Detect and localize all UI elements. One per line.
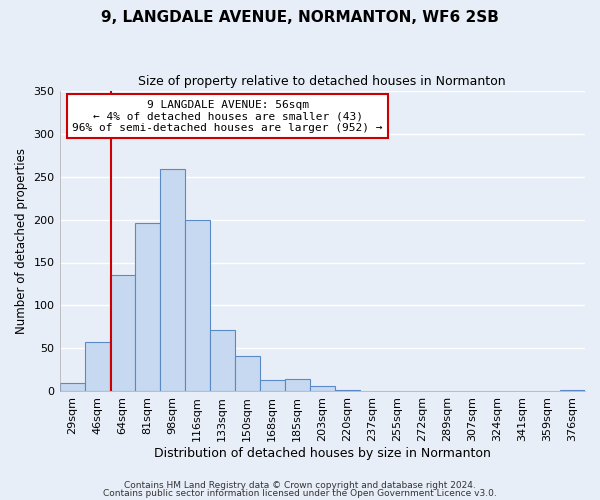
Bar <box>110 274 134 392</box>
Bar <box>260 380 285 392</box>
Bar <box>285 380 310 392</box>
Y-axis label: Number of detached properties: Number of detached properties <box>15 148 28 334</box>
Text: 9 LANGDALE AVENUE: 56sqm
← 4% of detached houses are smaller (43)
96% of semi-de: 9 LANGDALE AVENUE: 56sqm ← 4% of detache… <box>73 100 383 133</box>
Bar <box>335 390 360 392</box>
Bar <box>209 330 235 392</box>
Bar <box>310 386 335 392</box>
Bar <box>185 220 209 392</box>
Bar <box>134 223 160 392</box>
Bar <box>160 169 185 392</box>
Text: Contains HM Land Registry data © Crown copyright and database right 2024.: Contains HM Land Registry data © Crown c… <box>124 481 476 490</box>
Bar <box>235 356 260 392</box>
Title: Size of property relative to detached houses in Normanton: Size of property relative to detached ho… <box>139 75 506 88</box>
Bar <box>59 383 85 392</box>
Text: 9, LANGDALE AVENUE, NORMANTON, WF6 2SB: 9, LANGDALE AVENUE, NORMANTON, WF6 2SB <box>101 10 499 25</box>
Bar <box>560 390 585 392</box>
X-axis label: Distribution of detached houses by size in Normanton: Distribution of detached houses by size … <box>154 447 491 460</box>
Text: Contains public sector information licensed under the Open Government Licence v3: Contains public sector information licen… <box>103 488 497 498</box>
Bar <box>85 342 110 392</box>
